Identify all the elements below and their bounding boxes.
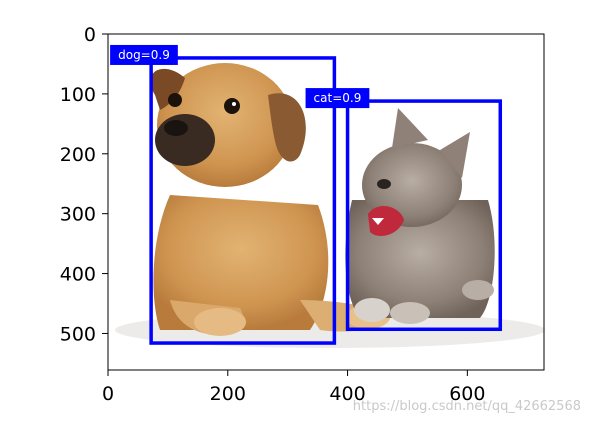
bounding-box-1 <box>345 99 503 332</box>
dog-figure <box>150 63 390 336</box>
y-tick-label-400: 400 <box>60 264 96 286</box>
cat-figure <box>345 108 495 324</box>
watermark-text: https://blog.csdn.net/qq_42662568 <box>352 399 581 414</box>
x-tick-label-600: 600 <box>449 383 485 405</box>
y-tick-label-100: 100 <box>60 84 96 106</box>
x-tick-label-200: 200 <box>210 383 246 405</box>
y-tick-label-0: 0 <box>84 24 96 46</box>
plot-frame <box>107 33 545 371</box>
box-label-text-0: dog=0.9 <box>118 48 170 62</box>
x-tick-label-400: 400 <box>329 383 365 405</box>
y-tick-label-500: 500 <box>60 323 96 345</box>
y-tick-label-300: 300 <box>60 204 96 226</box>
box-label-bg-1 <box>305 88 370 109</box>
bounding-box-0 <box>149 56 337 345</box>
y-tick-label-200: 200 <box>60 144 96 166</box>
box-label-bg-0 <box>110 44 178 65</box>
box-label-text-1: cat=0.9 <box>314 91 362 105</box>
x-tick-label-0: 0 <box>102 383 114 405</box>
puppy-and-kitten-photo <box>108 34 545 370</box>
